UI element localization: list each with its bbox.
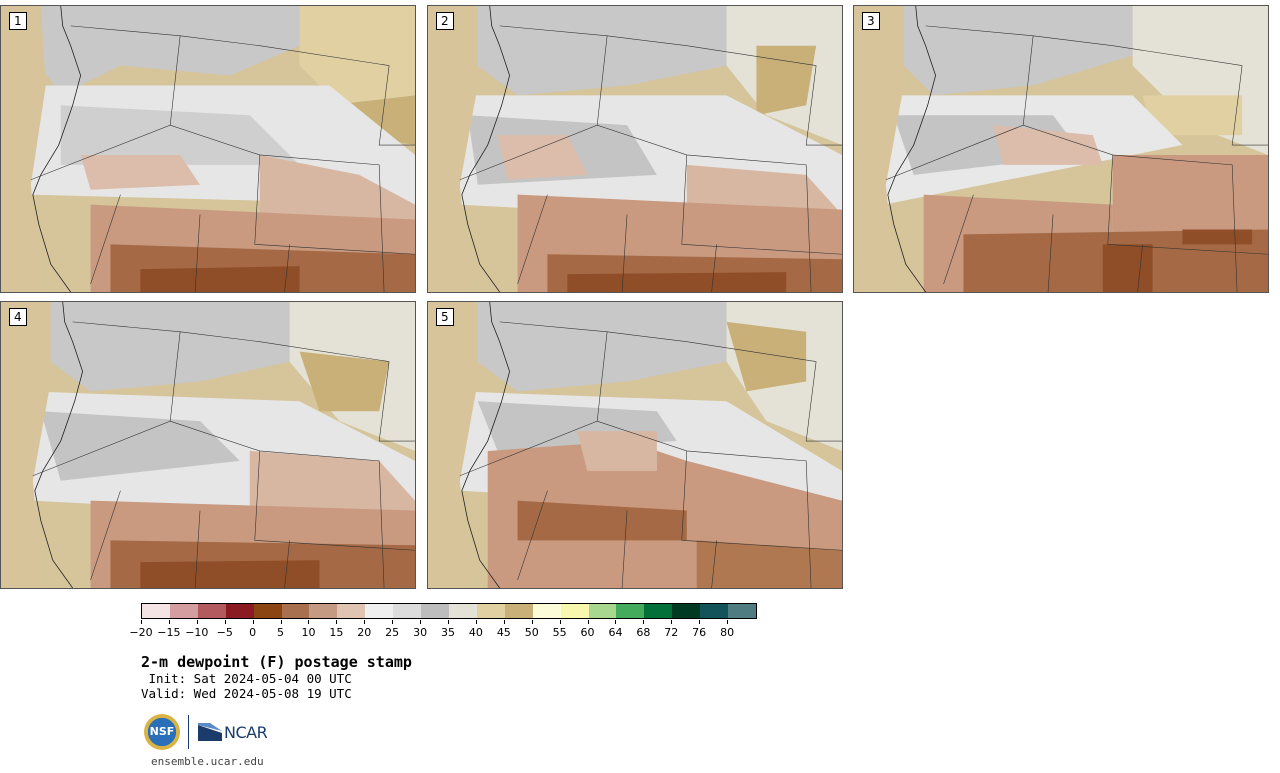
colorbar-tick [727, 620, 729, 624]
colorbar-tick-label: 72 [664, 626, 679, 639]
colorbar-tick [503, 620, 505, 624]
map-panel-3: 3 [853, 5, 1269, 293]
colorbar-segment [448, 604, 477, 618]
init-time: Init: Sat 2024-05-04 00 UTC [141, 671, 352, 686]
colorbar-tick-label: −5 [216, 626, 233, 639]
ncar-logo: NCAR [198, 723, 268, 742]
colorbar-segment [700, 604, 729, 618]
colorbar-tick [671, 620, 673, 624]
colorbar-tick-label: 25 [385, 626, 400, 639]
colorbar-segment [616, 604, 645, 618]
logo-separator [188, 715, 189, 749]
panel-label: 2 [436, 12, 454, 30]
map-panel-5: 5 [427, 301, 843, 589]
dewpoint-map-4 [1, 302, 415, 588]
colorbar-segment [225, 604, 254, 618]
colorbar-segment [532, 604, 561, 618]
colorbar-tick-label: 20 [357, 626, 372, 639]
colorbar-segment [253, 604, 282, 618]
colorbar-tick-label: 80 [720, 626, 735, 639]
colorbar-tick [336, 620, 338, 624]
dewpoint-map-5 [428, 302, 842, 588]
colorbar-tick [559, 620, 561, 624]
dewpoint-map-3 [854, 6, 1268, 292]
colorbar-tick [420, 620, 422, 624]
colorbar-tick-label: 68 [636, 626, 651, 639]
colorbar-tick [699, 620, 701, 624]
valid-time: Valid: Wed 2024-05-08 19 UTC [141, 686, 352, 701]
colorbar-tick [252, 620, 254, 624]
colorbar-tick [280, 620, 282, 624]
colorbar-tick-label: 5 [277, 626, 285, 639]
colorbar-segment [365, 604, 394, 618]
dewpoint-map-2 [428, 6, 842, 292]
colorbar-tick [531, 620, 533, 624]
colorbar-tick-label: 15 [329, 626, 344, 639]
colorbar-segment [393, 604, 422, 618]
colorbar-segment [644, 604, 673, 618]
panel-label: 1 [9, 12, 27, 30]
logos: NSF NCAR [144, 714, 268, 750]
colorbar-tick-label: −10 [185, 626, 209, 639]
nsf-logo: NSF [144, 714, 180, 750]
colorbar-segment [197, 604, 226, 618]
colorbar-tick-label: −20 [129, 626, 153, 639]
colorbar-tick-label: 60 [580, 626, 595, 639]
colorbar-segment [281, 604, 310, 618]
colorbar-tick [308, 620, 310, 624]
panel-label: 3 [862, 12, 880, 30]
panel-label: 4 [9, 308, 27, 326]
colorbar-tick [448, 620, 449, 624]
colorbar-segment [309, 604, 338, 618]
colorbar-tick-label: 64 [608, 626, 623, 639]
colorbar [141, 603, 757, 619]
map-panel-2: 2 [427, 5, 843, 293]
colorbar-segment [728, 604, 756, 618]
colorbar-segment [476, 604, 505, 618]
colorbar-tick [196, 620, 198, 624]
colorbar-tick-label: 50 [524, 626, 539, 639]
map-panel-1: 1 [0, 5, 416, 293]
colorbar-segment [142, 604, 170, 618]
colorbar-tick [168, 620, 170, 624]
colorbar-tick [392, 620, 394, 624]
colorbar-tick [587, 620, 589, 624]
colorbar-segment [421, 604, 449, 618]
colorbar-tick-label: 35 [441, 626, 455, 639]
colorbar-tick-label: 55 [552, 626, 567, 639]
colorbar-tick [364, 620, 366, 624]
colorbar-tick-label: 0 [249, 626, 257, 639]
colorbar-tick-label: 10 [301, 626, 316, 639]
colorbar-tick [141, 620, 142, 624]
colorbar-segment [560, 604, 589, 618]
colorbar-segment [504, 604, 533, 618]
colorbar-segment [337, 604, 366, 618]
colorbar-tick [224, 620, 226, 624]
map-title: 2-m dewpoint (F) postage stamp [141, 653, 412, 671]
colorbar-ticks: −20 −15 −10 −5 0 5 10 15 20 25 30 35 40 45 50 55 60 64 68 7… [129, 620, 755, 640]
colorbar-tick-label: −15 [157, 626, 181, 639]
dewpoint-map-1 [1, 6, 415, 292]
colorbar-tick-label: 30 [413, 626, 428, 639]
footer-url: ensemble.ucar.edu [151, 755, 264, 768]
colorbar-tick [643, 620, 645, 624]
colorbar-tick [615, 620, 617, 624]
colorbar-tick-label: 40 [468, 626, 483, 639]
colorbar-segment [588, 604, 617, 618]
panel-label: 5 [436, 308, 454, 326]
colorbar-tick-label: 45 [496, 626, 511, 639]
ncar-mark-icon [198, 723, 222, 741]
map-panel-4: 4 [0, 301, 416, 589]
colorbar-tick-label: 76 [692, 626, 707, 639]
colorbar-segment [169, 604, 198, 618]
colorbar-tick [475, 620, 477, 624]
colorbar-segment [672, 604, 701, 618]
